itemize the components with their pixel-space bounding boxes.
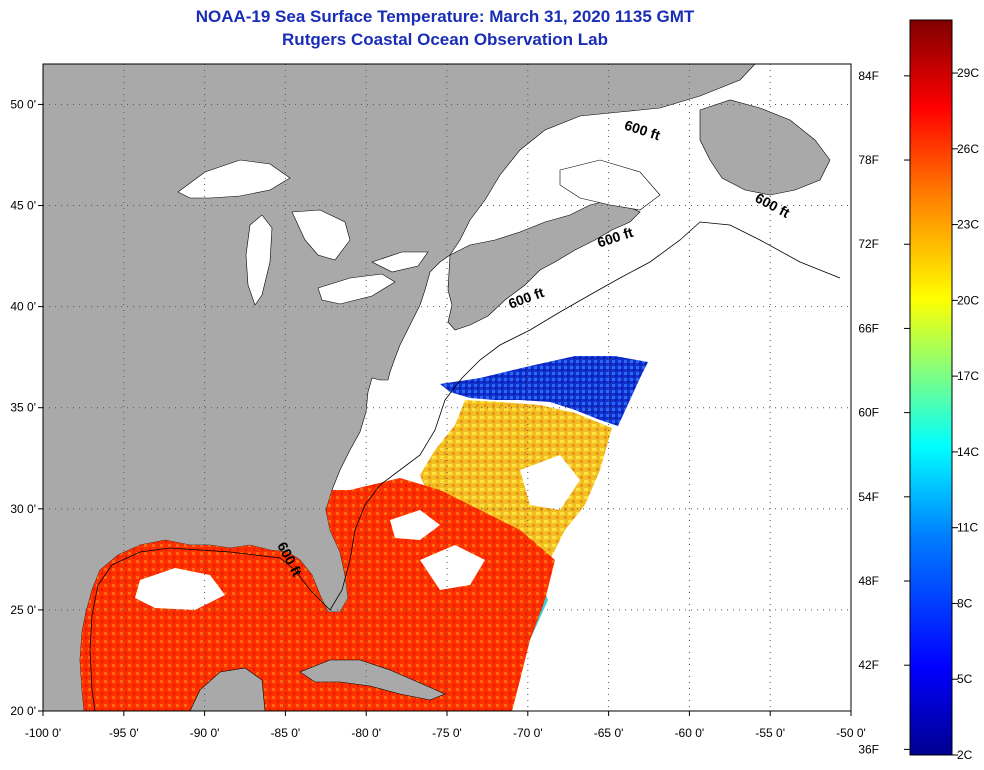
map-subtitle: Rutgers Coastal Ocean Observation Lab <box>282 30 608 49</box>
lat-tick-label: 30 0' <box>10 502 36 516</box>
lon-tick-label: -85 0' <box>271 726 301 740</box>
lon-tick-label: -70 0' <box>513 726 543 740</box>
colorbar-celsius-scale: 2C 5C 8C 11C 14C 17C 20C 23C 26C 29C <box>952 66 979 762</box>
colorbar-c-label: 23C <box>957 218 979 232</box>
colorbar-c-label: 29C <box>957 66 979 80</box>
lat-tick-label: 40 0' <box>10 300 36 314</box>
colorbar-f-label: 60F <box>858 406 879 420</box>
cloud-cover <box>135 455 580 610</box>
lat-tick-label: 20 0' <box>10 704 36 718</box>
colorbar <box>909 19 953 756</box>
latitude-axis: 20 0' 25 0' 30 0' 35 0' 40 0' 45 0' 50 0' <box>10 97 43 718</box>
lon-tick-label: -100 0' <box>25 726 61 740</box>
colorbar-f-label: 84F <box>858 69 879 83</box>
lat-tick-label: 25 0' <box>10 603 36 617</box>
lon-tick-label: -95 0' <box>109 726 139 740</box>
sst-cold-band <box>440 356 648 426</box>
lon-tick-label: -90 0' <box>190 726 220 740</box>
colorbar-f-label: 72F <box>858 237 879 251</box>
colorbar-f-label: 66F <box>858 321 879 335</box>
colorbar-c-label: 26C <box>957 142 979 156</box>
lat-tick-label: 45 0' <box>10 199 36 213</box>
lon-tick-label: -55 0' <box>755 726 785 740</box>
colorbar-f-label: 42F <box>858 658 879 672</box>
colorbar-f-label: 48F <box>858 574 879 588</box>
colorbar-c-label: 14C <box>957 445 979 459</box>
isobath-600ft <box>89 221 841 712</box>
colorbar-f-label: 54F <box>858 490 879 504</box>
colorbar-f-label: 36F <box>858 742 879 756</box>
colorbar-c-label: 17C <box>957 369 979 383</box>
lon-tick-label: -60 0' <box>675 726 705 740</box>
colorbar-f-label: 78F <box>858 153 879 167</box>
lon-tick-label: -50 0' <box>836 726 866 740</box>
cuba <box>299 659 446 701</box>
colorbar-c-label: 2C <box>957 748 973 762</box>
lat-tick-label: 35 0' <box>10 401 36 415</box>
great-lakes <box>177 159 429 306</box>
colorbar-c-label: 20C <box>957 293 979 307</box>
colorbar-c-label: 8C <box>957 596 973 610</box>
colorbar-c-label: 5C <box>957 672 973 686</box>
lon-tick-label: -75 0' <box>432 726 462 740</box>
map-title: NOAA-19 Sea Surface Temperature: March 3… <box>195 7 695 26</box>
longitude-axis: -100 0' -95 0' -90 0' -85 0' -80 0' -75 0' -70… <box>25 711 866 740</box>
sst-warm-region <box>80 478 555 711</box>
lat-tick-label: 50 0' <box>10 97 36 111</box>
lon-tick-label: -65 0' <box>594 726 624 740</box>
colorbar-c-label: 11C <box>957 521 978 535</box>
colorbar-fahrenheit-scale: 36F 42F 48F 54F 60F 66F 72F 78F 84F <box>858 69 910 756</box>
lon-tick-label: -80 0' <box>351 726 381 740</box>
